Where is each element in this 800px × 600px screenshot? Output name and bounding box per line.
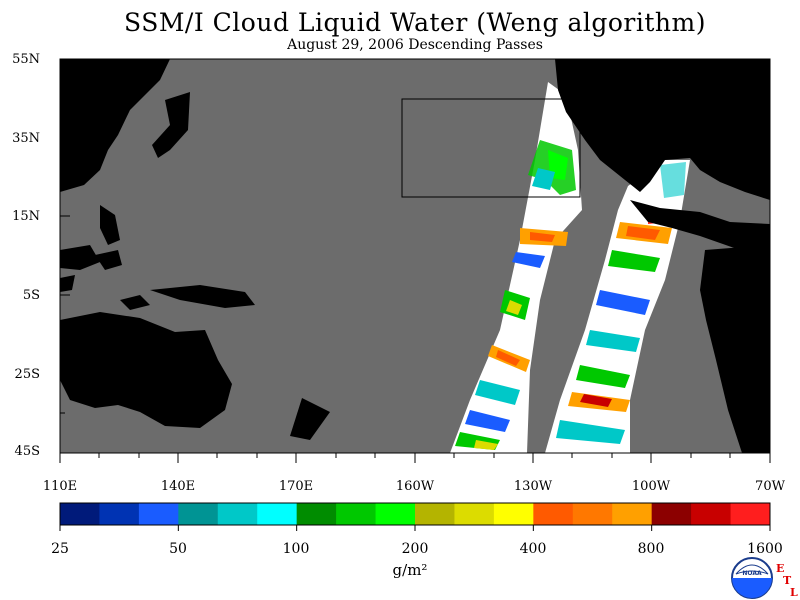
colorbar-swatch [415, 503, 455, 525]
lat-label-45s: 45S [14, 444, 40, 459]
colorbar-swatch [454, 503, 495, 525]
colorbar-swatch [336, 503, 377, 525]
lon-label-160w: 160W [395, 479, 435, 494]
colorbar-label-50: 50 [169, 541, 187, 557]
lat-label-35n: 35N [12, 131, 40, 146]
land-australia [60, 312, 330, 440]
svg-text:NOAA: NOAA [742, 570, 762, 577]
land-north-america [555, 59, 770, 250]
colorbar-label-400: 400 [519, 541, 547, 557]
colorbar-swatch [572, 503, 613, 525]
colorbar-swatch [493, 503, 534, 525]
colorbar-swatch [296, 503, 337, 525]
lat-label-15n: 15N [12, 209, 40, 224]
colorbar-label-800: 800 [637, 541, 665, 557]
lon-label-130w: 130W [513, 479, 553, 494]
colorbar-swatch [257, 503, 298, 525]
colorbar-label-25: 25 [51, 541, 69, 557]
lat-label-25s: 25S [14, 367, 40, 382]
colorbar-swatch [178, 503, 219, 525]
cloud-features-west [455, 140, 576, 450]
colorbar-swatch [691, 503, 732, 525]
map-title: SSM/I Cloud Liquid Water (Weng algorithm… [124, 8, 706, 37]
lon-label-70w: 70W [755, 479, 785, 494]
colorbar [59, 502, 771, 531]
lon-label-140e: 140E [160, 479, 196, 494]
colorbar-label-200: 200 [401, 541, 429, 557]
colorbar-swatch [730, 503, 771, 525]
etl-letter-t: T [783, 574, 792, 587]
colorbar-swatch [533, 503, 574, 525]
cloud-features-east [556, 162, 686, 444]
etl-letter-e: E [776, 562, 785, 575]
lon-label-110e: 110E [42, 479, 78, 494]
lat-ticks [60, 58, 70, 454]
land-asia [60, 59, 255, 310]
colorbar-swatch [60, 503, 100, 525]
lon-ticks [59, 453, 771, 463]
colorbar-swatch [138, 503, 179, 525]
land-south-america [700, 245, 770, 453]
colorbar-swatch [612, 503, 653, 525]
units-label: g/m² [392, 561, 428, 579]
colorbar-swatch [99, 503, 140, 525]
colorbar-swatch [651, 503, 692, 525]
colorbar-swatch [375, 503, 416, 525]
lat-label-5s: 5S [22, 288, 40, 303]
colorbar-label-1600: 1600 [747, 541, 783, 557]
colorbar-label-100: 100 [282, 541, 310, 557]
lon-label-100w: 100W [631, 479, 671, 494]
noaa-logo: NOAA [731, 557, 773, 599]
colorbar-swatch [217, 503, 258, 525]
etl-letter-l: L [790, 586, 798, 599]
lon-label-170e: 170E [278, 479, 314, 494]
lat-label-55n: 55N [12, 52, 40, 67]
region-box [401, 98, 581, 198]
map-subtitle: August 29, 2006 Descending Passes [287, 37, 543, 53]
